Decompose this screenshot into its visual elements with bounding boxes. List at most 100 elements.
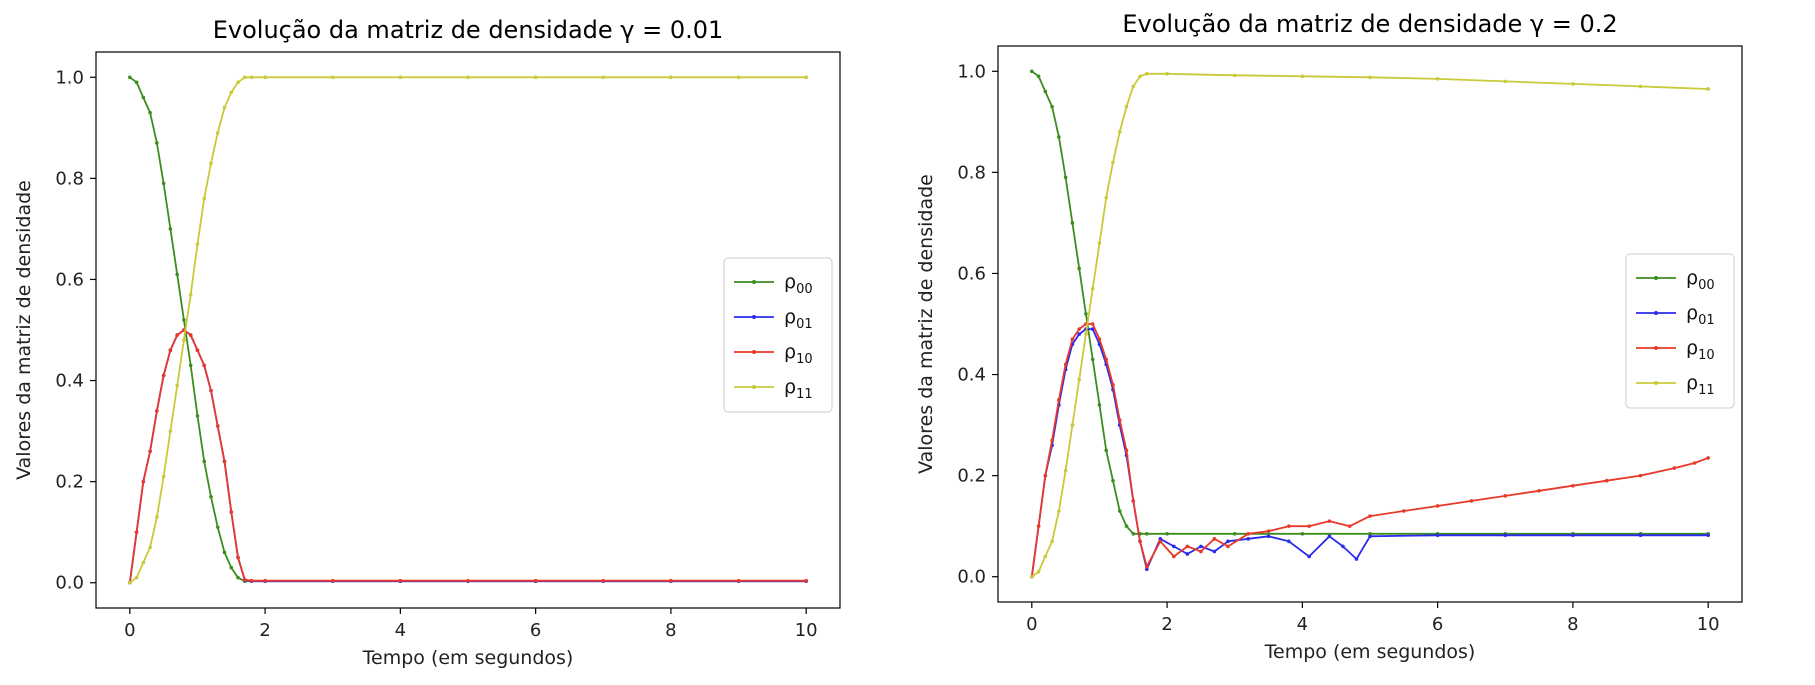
data-point [1266,529,1271,534]
data-point [1172,554,1176,559]
y-tick-label: 0.6 [957,263,986,284]
data-point [161,474,166,479]
data-point [134,530,139,534]
data-point [1165,531,1169,536]
y-tick-label: 0.6 [55,269,84,290]
data-point [1368,534,1372,539]
data-point [1226,539,1230,544]
x-tick-label: 6 [1432,614,1443,635]
data-point [1104,357,1109,362]
series-00 [1030,69,1710,536]
series-10 [128,328,808,585]
series-line [1031,70,1709,535]
data-point [1131,499,1136,503]
data-point [1571,483,1575,488]
data-point [1503,494,1508,498]
legend-label: ρ01 [1686,302,1715,328]
data-point [141,95,146,100]
data-point [1571,533,1575,538]
y-tick-label: 1.0 [55,67,84,88]
data-point [249,75,254,80]
x-tick-label: 4 [395,620,406,641]
data-point [1036,524,1041,528]
data-point [1077,377,1081,382]
data-point [1036,569,1041,574]
x-tick-label: 4 [1297,614,1308,635]
data-point [1036,74,1041,79]
data-point [1084,312,1088,316]
data-point [1638,533,1643,538]
data-point [209,388,213,393]
data-point [1117,509,1122,513]
data-point [148,110,152,115]
legend-box [723,257,833,413]
data-point [168,429,173,433]
legend-label: ρ00 [784,271,813,297]
legend-box [1625,253,1735,409]
data-point [1692,461,1697,465]
series-line [128,329,807,583]
data-point [1327,534,1332,539]
data-point [202,196,207,201]
data-point [466,75,470,80]
data-point [1063,362,1068,367]
y-tick-label: 0.4 [55,371,84,392]
data-point [148,449,152,454]
legend-label: ρ11 [1686,372,1715,398]
data-point [1435,504,1440,508]
data-point [1706,456,1710,460]
data-point [1327,519,1332,523]
data-point [1638,473,1643,478]
data-point [168,227,173,231]
data-point [1232,73,1237,78]
data-point [1145,567,1149,571]
data-point [1199,544,1203,549]
data-point [1158,537,1163,541]
data-point [195,348,200,353]
data-point [1571,82,1575,86]
data-point [1131,84,1136,89]
data-point [134,80,139,85]
x-tick-label: 8 [1567,614,1578,635]
data-point [1138,539,1142,544]
data-point [1057,135,1061,139]
data-point [148,545,152,550]
data-point [533,75,538,80]
data-point [1706,87,1710,91]
data-point [1266,534,1271,539]
data-point [263,75,267,80]
data-point [1212,549,1217,554]
data-point [736,578,741,583]
data-point [1402,509,1406,513]
data-point [1503,533,1508,538]
series-line [128,329,807,583]
data-point [155,409,159,413]
data-point [155,515,159,519]
x-tick-label: 6 [530,620,541,641]
data-point [1117,130,1122,134]
data-point [222,550,227,555]
data-point [1097,241,1102,245]
data-point [1097,337,1102,341]
legend-label: ρ10 [1686,337,1715,363]
data-point [1111,382,1115,387]
x-axis-label: Tempo (em segundos) [1264,641,1476,663]
series-line [129,76,807,584]
chart-title: Evolução da matriz de densidade γ = 0.2 [1122,10,1617,38]
data-point [1199,549,1203,554]
data-point [1145,564,1149,569]
data-point [1158,539,1163,544]
legend-marker [1654,276,1658,280]
data-point [1212,537,1217,541]
data-point [1043,89,1048,94]
data-point [1030,574,1034,579]
data-point [1368,514,1372,518]
data-point [1604,478,1609,483]
x-tick-label: 10 [1697,614,1720,635]
data-point [1057,509,1061,513]
data-point [188,292,193,297]
data-point [202,363,207,368]
y-axis-label: Valores da matriz de densidade [915,174,937,474]
data-point [1368,531,1372,536]
